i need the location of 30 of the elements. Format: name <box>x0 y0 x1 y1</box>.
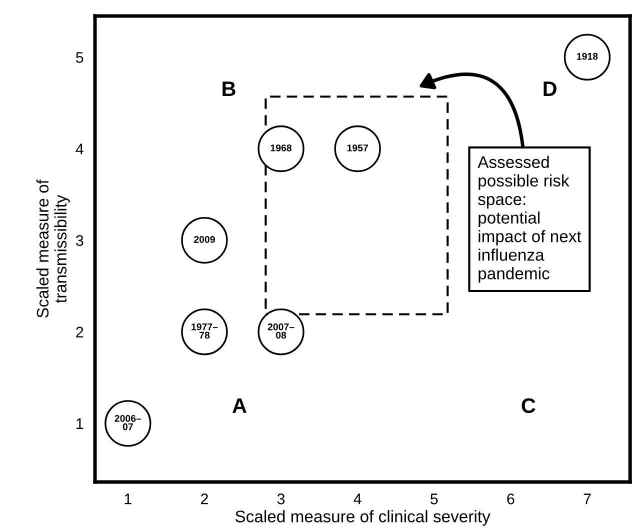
x-tick-label: 5 <box>430 494 438 504</box>
y-tick-label: 1 <box>76 418 84 429</box>
annotation: A <box>232 398 246 413</box>
y-axis-title: Scaled measure of transmissibility <box>36 179 70 318</box>
annotation: 2006– 07 <box>114 414 142 430</box>
x-tick-label: 6 <box>507 494 514 504</box>
annotation: 1918 <box>577 52 598 60</box>
y-tick-label: 2 <box>76 326 84 338</box>
point <box>181 216 228 264</box>
y-tick-label: 5 <box>76 52 84 63</box>
point <box>334 125 381 172</box>
x-tick-label: 4 <box>354 494 362 504</box>
y-tick-label: 4 <box>76 144 84 154</box>
x-axis-title: Scaled measure of clinical severity <box>235 510 490 526</box>
y-tick-label: 3 <box>76 235 84 246</box>
x-tick-label: 3 <box>277 494 285 504</box>
annotation: D <box>544 82 556 96</box>
annotation: C <box>522 398 536 414</box>
annotation: 1968 <box>270 144 292 152</box>
point <box>564 34 611 81</box>
annotation: 1957 <box>347 144 368 152</box>
annotation: 1977– 78 <box>192 323 218 339</box>
annotation: 2009 <box>194 236 215 243</box>
annotation: Assessed possible risk space: potential impact of next influenza pandemic <box>478 156 582 283</box>
annotation: 2007– 08 <box>268 323 294 339</box>
point <box>258 125 304 172</box>
x-tick-label: 2 <box>200 494 208 504</box>
annotation: B <box>222 82 236 96</box>
x-tick-label: 1 <box>124 494 132 504</box>
x-tick-label: 7 <box>584 494 591 504</box>
